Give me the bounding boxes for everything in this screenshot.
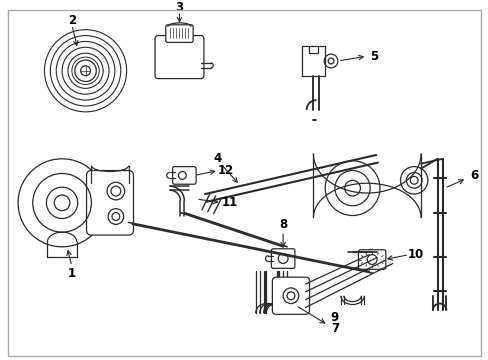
Text: 12: 12	[217, 164, 233, 177]
FancyBboxPatch shape	[271, 249, 294, 268]
FancyBboxPatch shape	[155, 36, 203, 78]
FancyBboxPatch shape	[165, 25, 193, 42]
Text: 2: 2	[68, 14, 76, 27]
FancyBboxPatch shape	[358, 250, 385, 269]
Circle shape	[18, 159, 106, 247]
FancyBboxPatch shape	[272, 277, 309, 314]
Text: 6: 6	[470, 169, 478, 182]
Text: 7: 7	[330, 321, 338, 334]
FancyBboxPatch shape	[172, 167, 196, 184]
FancyBboxPatch shape	[86, 171, 133, 235]
Text: 10: 10	[407, 248, 424, 261]
Text: 9: 9	[330, 311, 338, 324]
Text: 5: 5	[369, 50, 377, 63]
Text: 3: 3	[175, 1, 183, 14]
Text: 4: 4	[213, 152, 221, 165]
Text: 1: 1	[68, 267, 76, 280]
Text: 8: 8	[279, 218, 286, 231]
Text: 11: 11	[221, 196, 237, 209]
